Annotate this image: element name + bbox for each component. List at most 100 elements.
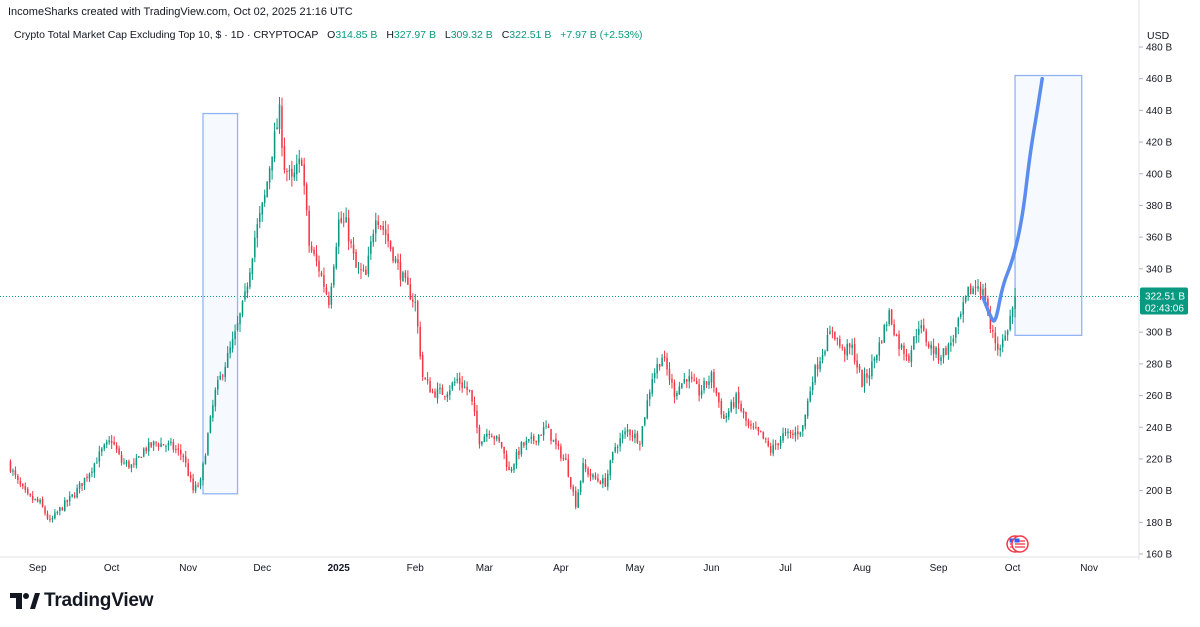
tradingview-brand[interactable]: TradingView <box>10 590 154 612</box>
candle-body <box>686 379 688 382</box>
candle-body <box>54 512 56 519</box>
candle <box>1004 330 1006 342</box>
rectangle-annotation-box-2[interactable] <box>1014 74 1083 337</box>
candle-body <box>409 284 412 300</box>
currency-label[interactable]: USD <box>1147 30 1170 42</box>
projection-curve[interactable] <box>981 76 1044 323</box>
candle-body <box>288 170 291 172</box>
candle-body <box>221 375 224 377</box>
candle <box>955 327 957 344</box>
candle-body <box>755 426 757 428</box>
candle-body <box>708 381 710 385</box>
us-flag-event-icon[interactable] <box>1011 535 1029 553</box>
candle <box>377 215 380 230</box>
candle <box>720 398 723 419</box>
candle-body <box>930 344 932 349</box>
candle-body <box>908 355 910 361</box>
candle <box>175 445 177 454</box>
candle <box>547 423 550 429</box>
candle <box>792 429 794 439</box>
event-markers[interactable] <box>1006 535 1029 553</box>
candle-body <box>969 285 972 295</box>
candle-body <box>96 462 98 464</box>
candle-body <box>29 493 31 496</box>
candle <box>266 181 268 198</box>
candle <box>1009 309 1011 332</box>
candle <box>915 328 918 344</box>
candle <box>219 371 222 381</box>
candle-body <box>510 468 513 471</box>
candle-body <box>463 386 466 388</box>
candle <box>165 444 167 453</box>
candle <box>441 384 444 395</box>
price-axis[interactable]: 160 B 180 B 200 B 220 B 240 B 260 B 280 B 300 B… <box>1138 0 1172 561</box>
candle <box>777 442 779 450</box>
projection-path[interactable] <box>981 76 1044 323</box>
candle-body <box>752 426 755 428</box>
candle <box>900 343 903 350</box>
candle <box>22 483 24 490</box>
candle <box>626 423 629 437</box>
candle-body <box>276 127 278 130</box>
candle-body <box>824 351 826 355</box>
candle <box>449 385 451 401</box>
candle-body <box>375 220 377 234</box>
candle <box>54 509 56 520</box>
candle <box>56 510 59 515</box>
candle-body <box>718 392 720 403</box>
rectangle-annotation-box-1[interactable] <box>202 112 239 495</box>
candle-body <box>49 518 51 520</box>
candle <box>256 218 259 248</box>
candle-body <box>128 461 130 468</box>
candle-body <box>377 221 380 225</box>
candle-body <box>666 357 668 370</box>
candle <box>562 454 565 461</box>
candle-body <box>740 403 742 411</box>
candle-body <box>26 488 29 494</box>
candle-body <box>678 386 681 395</box>
candle-body <box>101 448 103 452</box>
candle <box>296 154 298 182</box>
candle <box>486 428 488 442</box>
candle-body <box>651 379 653 394</box>
low-value: 309.32 B <box>450 29 493 41</box>
candle-body <box>1006 330 1009 335</box>
candle <box>101 447 103 457</box>
candle-body <box>258 213 261 223</box>
candle-body <box>648 392 651 400</box>
candle <box>86 473 88 482</box>
candle-body <box>51 518 54 520</box>
candle-body <box>584 464 587 469</box>
candle <box>157 442 160 451</box>
time-tick-label: Sep <box>930 563 948 574</box>
candle-body <box>1001 339 1004 348</box>
high-value: 327.97 B <box>393 29 436 41</box>
candle-body <box>424 378 426 380</box>
candle <box>784 427 787 437</box>
candle-body <box>750 424 752 426</box>
candle <box>276 118 278 130</box>
time-axis[interactable]: Sep Oct Nov Dec 2025 Feb Mar Apr May Jun Jul Aug Sep… <box>0 556 1139 574</box>
candle-body <box>167 443 170 446</box>
candle <box>577 489 579 509</box>
candle <box>439 383 441 395</box>
candle-body <box>298 158 301 164</box>
price-tick-label: 360 B <box>1146 233 1172 244</box>
candle-body <box>964 296 967 302</box>
candle-body <box>898 334 900 350</box>
annotation-boxes[interactable] <box>202 74 1083 495</box>
candle-body <box>732 402 735 408</box>
time-tick-label: Aug <box>853 563 871 574</box>
symbol-legend[interactable]: Crypto Total Market Cap Excluding Top 10… <box>14 29 643 41</box>
candle <box>619 432 621 452</box>
change-value: +7.97 B (+2.53%) <box>560 29 643 41</box>
candle <box>468 389 471 393</box>
candle <box>945 345 947 356</box>
candle-body <box>673 382 676 397</box>
candle-body <box>843 348 846 355</box>
candle <box>871 354 873 380</box>
candle <box>207 432 209 456</box>
candle-body <box>821 354 824 361</box>
candle <box>528 439 530 443</box>
